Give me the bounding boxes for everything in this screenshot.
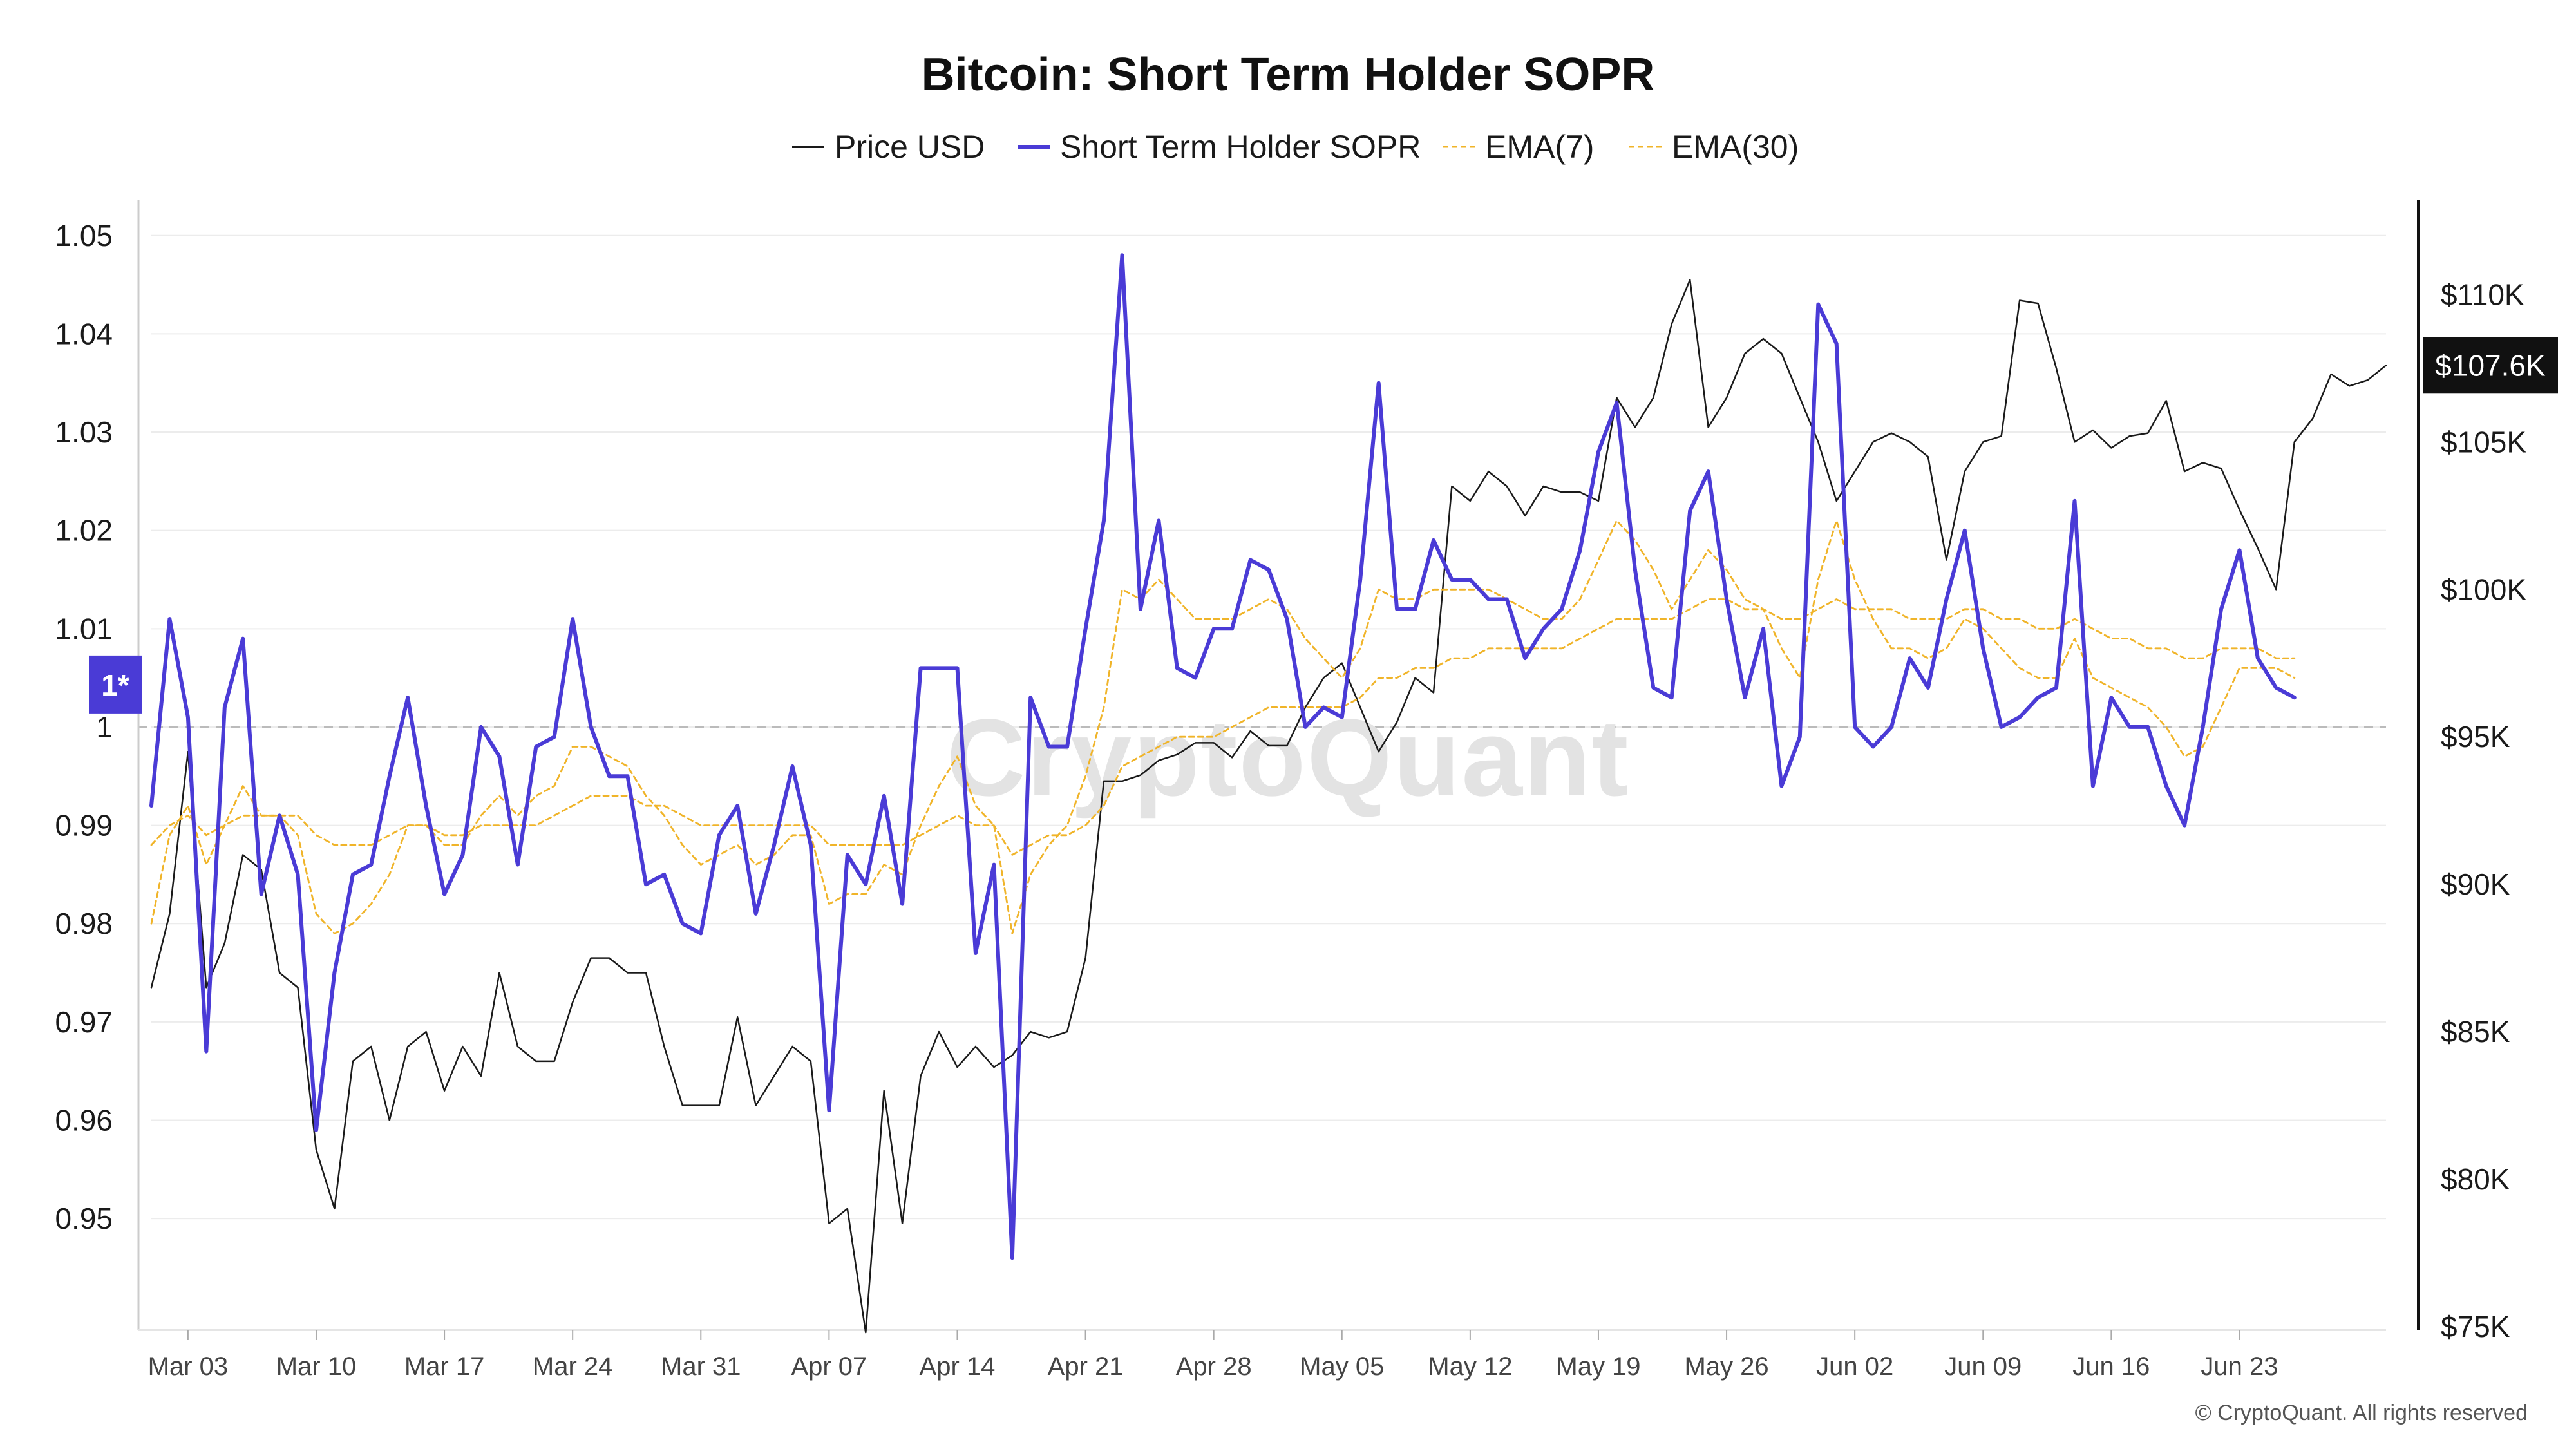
series-line-short-term-holder-sopr (149, 253, 2297, 1260)
y-left-tick-label: 1.01 (55, 612, 113, 645)
x-tick-label: Jun 09 (1944, 1352, 2022, 1381)
price-last-value-badge (2423, 337, 2558, 394)
y-left-tick-label: 0.97 (55, 1005, 113, 1039)
legend-label-sopr: Short Term Holder SOPR (1060, 129, 1421, 165)
legend-item-ema7[interactable]: EMA(7) (1443, 129, 1594, 165)
y-left-tick-label: 1.05 (55, 219, 113, 252)
x-tick-label: Apr 28 (1176, 1352, 1252, 1381)
x-tick-label: Mar 31 (661, 1352, 741, 1381)
y-right-tick-label: $85K (2441, 1015, 2510, 1048)
watermark: CryptoQuant (947, 697, 1630, 819)
x-tick-label: Mar 24 (533, 1352, 613, 1381)
y-left-tick-label: 1.03 (55, 415, 113, 449)
x-tick-label: Apr 14 (920, 1352, 996, 1381)
x-tick-label: May 12 (1428, 1352, 1512, 1381)
x-tick-label: Jun 02 (1816, 1352, 1893, 1381)
y-left-tick-label: 0.98 (55, 907, 113, 940)
chart-title: Bitcoin: Short Term Holder SOPR (922, 49, 1655, 100)
price-last-value-label: $107.6K (2435, 348, 2546, 382)
axes: 0.95 0.96 0.97 0.98 0.99 1 1.01 1.02 1.03 1.04 1.0… (55, 200, 2526, 1381)
x-tick-label: May 19 (1556, 1352, 1640, 1381)
sopr-reference-badge-label: 1* (101, 668, 129, 702)
x-tick-label: Mar 10 (276, 1352, 357, 1381)
y-left-tick-label: 1.02 (55, 514, 113, 547)
y-left-tick-label: 0.95 (55, 1202, 113, 1235)
y-right-tick-label: $100K (2441, 573, 2526, 606)
legend-item-sopr[interactable]: Short Term Holder SOPR (1018, 129, 1421, 165)
legend-label-price: Price USD (835, 129, 985, 165)
y-right-tick-label: $90K (2441, 867, 2510, 901)
x-tick-label: Jun 16 (2072, 1352, 2150, 1381)
y-left-tick-label: 1 (96, 710, 113, 744)
legend-label-ema7: EMA(7) (1485, 129, 1594, 165)
y-left-tick-label: 0.96 (55, 1103, 113, 1137)
legend-item-ema30[interactable]: EMA(30) (1629, 129, 1799, 165)
copyright: © CryptoQuant. All rights reserved (2195, 1401, 2528, 1425)
y-left-tick-label: 0.99 (55, 809, 113, 842)
badges: 1* $107.6K (89, 337, 2558, 714)
x-tick-label: May 26 (1684, 1352, 1768, 1381)
legend-item-price[interactable]: Price USD (792, 129, 985, 165)
x-tick-label: Apr 21 (1048, 1352, 1124, 1381)
series-layer (149, 253, 2387, 1334)
sopr-reference-badge (89, 655, 142, 714)
y-right-tick-label: $110K (2441, 278, 2524, 311)
x-tick-label: Apr 07 (791, 1352, 867, 1381)
x-tick-label: Jun 23 (2201, 1352, 2278, 1381)
series-line-ema-30 (150, 598, 2296, 856)
y-right-tick-label: $105K (2441, 425, 2526, 459)
x-tick-label: Mar 17 (404, 1352, 485, 1381)
legend-label-ema30: EMA(30) (1672, 129, 1799, 165)
legend: Price USD Short Term Holder SOPR EMA(7) … (792, 129, 1799, 165)
y-right-tick-label: $80K (2441, 1162, 2510, 1196)
grid (138, 234, 2386, 1220)
x-tick-label: May 05 (1300, 1352, 1384, 1381)
y-right-tick-label: $95K (2441, 720, 2510, 753)
y-right-tick-label: $75K (2441, 1310, 2510, 1343)
series-line-price-usd (150, 279, 2387, 1334)
y-left-tick-label: 1.04 (55, 317, 113, 350)
x-tick-label: Mar 03 (148, 1352, 229, 1381)
